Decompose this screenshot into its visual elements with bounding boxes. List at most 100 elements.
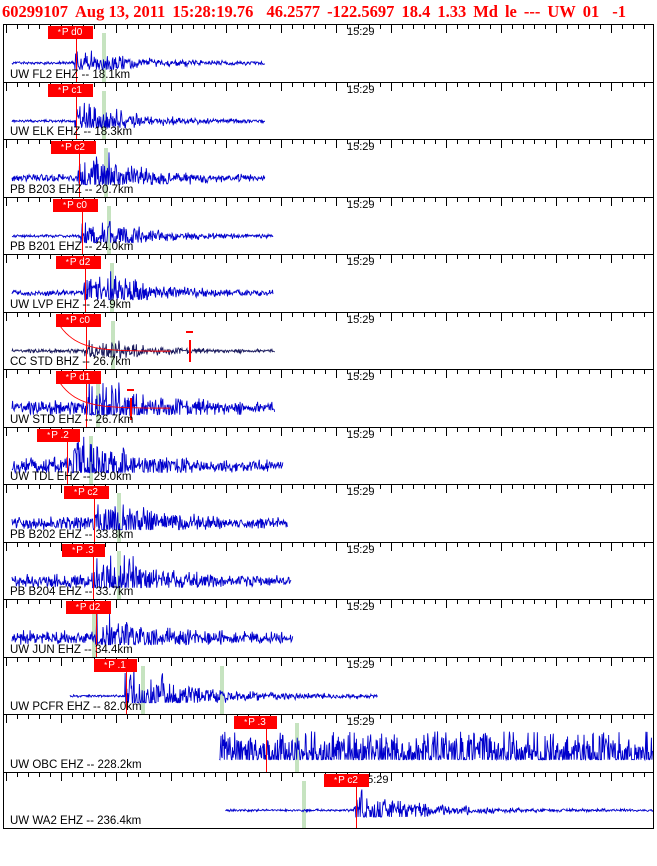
- pick-star-icon: *: [66, 315, 70, 325]
- axis-time-label: 15:29: [347, 198, 375, 211]
- p-pick-line[interactable]: [67, 435, 68, 484]
- p-pick-flag[interactable]: *P .1: [94, 658, 137, 672]
- p-pick-line[interactable]: [93, 550, 94, 599]
- s-wave-band: [96, 378, 100, 427]
- p-pick-flag[interactable]: *P .3: [234, 716, 277, 729]
- p-pick-line[interactable]: [76, 90, 77, 139]
- amplitude-marker[interactable]: [189, 340, 191, 363]
- s-wave-band: [107, 205, 111, 254]
- station-label: PB B203 EHZ -- 20.7km: [10, 183, 134, 196]
- trace-panel[interactable]: 15:29 *P c0 PB B201 EHZ -- 24.0km: [3, 196, 654, 254]
- axis-time-label: 15:29: [347, 26, 375, 38]
- axis-time-label: 15:29: [347, 313, 375, 326]
- pick-star-icon: *: [104, 660, 108, 670]
- event-longitude: -122.5697: [327, 2, 395, 21]
- p-pick-line[interactable]: [266, 723, 267, 772]
- station-label: UW STD EHZ -- 26.7km: [10, 413, 134, 426]
- pick-star-icon: *: [65, 373, 69, 382]
- p-pick-line[interactable]: [76, 33, 77, 82]
- p-pick-label: P c2: [65, 142, 85, 153]
- event-network: UW: [547, 2, 576, 21]
- seismogram-trace: [11, 321, 276, 358]
- trace-panel[interactable]: 15:29 *P c0 CC STD BHZ -- 26.7km: [3, 311, 654, 369]
- event-depth: 18.4: [401, 2, 431, 21]
- amplitude-marker[interactable]: [130, 397, 132, 420]
- p-pick-line[interactable]: [356, 780, 357, 828]
- trace-panel[interactable]: 15:29 *P .2 UW TDL EHZ -- 29.0km: [3, 426, 654, 484]
- p-pick-flag[interactable]: *P d2: [66, 601, 111, 614]
- p-pick-flag[interactable]: *P c2: [51, 141, 96, 154]
- trace-panel[interactable]: 15:29 *P d2 UW JUN EHZ -- 34.4km: [3, 599, 654, 657]
- p-pick-flag[interactable]: *P .3: [62, 543, 105, 557]
- p-pick-label: P .3: [248, 717, 266, 728]
- p-pick-flag[interactable]: *P c2: [324, 773, 369, 787]
- pick-star-icon: *: [47, 430, 51, 440]
- seismogram-trace: [69, 666, 378, 703]
- pick-star-icon: *: [334, 775, 338, 785]
- event-header: 60299107 Aug 13, 2011 15:28:19.76 46.2577 -1…: [0, 0, 657, 24]
- p-pick-label: P .1: [108, 659, 126, 671]
- s-wave-band: [220, 665, 224, 714]
- p-pick-label: P .3: [76, 544, 94, 556]
- seismogram-trace: [11, 378, 276, 417]
- p-pick-label: P .2: [51, 429, 69, 441]
- p-pick-flag[interactable]: *P d1: [56, 371, 101, 384]
- station-label: UW FL2 EHZ -- 18.1km: [10, 68, 131, 81]
- axis-time-label: 15:29: [347, 141, 375, 153]
- trace-panel[interactable]: 15:29 *P d2 UW LVP EHZ -- 24.9km: [3, 254, 654, 312]
- p-pick-flag[interactable]: *P c0: [53, 198, 98, 212]
- trace-panel[interactable]: 15:29 *P d0 UW FL2 EHZ -- 18.1km: [3, 24, 654, 82]
- trace-panel[interactable]: 15:29 *P c1 UW ELK EHZ -- 18.3km: [3, 81, 654, 139]
- s-wave-band: [117, 550, 121, 599]
- pick-star-icon: *: [57, 28, 61, 37]
- trace-panel[interactable]: 15:29 *P .1 UW PCFR EHZ -- 82.0km: [3, 656, 654, 714]
- s-wave-band: [110, 263, 114, 312]
- seismogram-trace: [11, 102, 266, 129]
- p-pick-flag[interactable]: *P .2: [37, 428, 80, 442]
- trace-panel[interactable]: 15:29 *P c2 PB B202 EHZ -- 33.8km: [3, 484, 654, 542]
- seismogram-trace: [225, 788, 653, 818]
- axis-time-label: 15:29: [347, 658, 375, 671]
- p-pick-flag[interactable]: *P c0: [56, 313, 101, 327]
- trace-panel[interactable]: 15:29 *P c2 PB B203 EHZ -- 20.7km: [3, 139, 654, 197]
- p-pick-line[interactable]: [126, 665, 127, 714]
- axis-time-label: 15:29: [347, 83, 375, 96]
- axis-time-label: 15:29: [347, 716, 375, 728]
- p-pick-line[interactable]: [85, 263, 86, 312]
- trace-panel[interactable]: 15:29 *P d1 UW STD EHZ -- 26.7km: [3, 369, 654, 427]
- seismogram-trace: [11, 152, 266, 186]
- seismogram-trace: [11, 220, 274, 244]
- p-pick-line[interactable]: [94, 493, 95, 542]
- p-pick-label: P d2: [69, 257, 91, 268]
- p-pick-flag[interactable]: *P c1: [48, 83, 93, 97]
- p-pick-line[interactable]: [86, 320, 87, 369]
- station-label: UW ELK EHZ -- 18.3km: [10, 126, 133, 138]
- p-pick-line[interactable]: [82, 205, 83, 254]
- station-label: UW OBC EHZ -- 228.2km: [10, 758, 142, 771]
- pick-star-icon: *: [63, 200, 67, 210]
- p-pick-flag[interactable]: *P d0: [48, 26, 93, 39]
- trace-panel[interactable]: 15:29 *P .3 PB B204 EHZ -- 33.7km: [3, 541, 654, 599]
- seismogram-trace: [11, 609, 294, 646]
- axis-time-label: 15:29: [361, 773, 389, 786]
- p-pick-flag[interactable]: *P d2: [56, 256, 101, 269]
- station-label: UW LVP EHZ -- 24.9km: [10, 298, 131, 311]
- header-trailing: -1: [612, 2, 627, 21]
- seismogram-trace: [219, 731, 653, 762]
- trace-panel[interactable]: 15:29 *P c2 UW WA2 EHZ -- 236.4km: [3, 771, 654, 829]
- p-pick-label: P c1: [62, 84, 82, 96]
- event-mag-type: Md: [473, 2, 498, 21]
- p-pick-line[interactable]: [96, 608, 97, 657]
- axis-time-label: 15:29: [347, 428, 375, 441]
- header-separator: ---: [523, 2, 541, 21]
- p-pick-line[interactable]: [79, 148, 80, 197]
- p-pick-line[interactable]: [86, 378, 87, 427]
- pick-star-icon: *: [244, 718, 248, 727]
- p-pick-flag[interactable]: *P c2: [64, 486, 109, 499]
- axis-time-label: 15:29: [347, 543, 375, 556]
- pick-star-icon: *: [58, 85, 62, 95]
- pick-star-icon: *: [75, 603, 79, 612]
- trace-panel[interactable]: 15:29 *P .3 UW OBC EHZ -- 228.2km: [3, 714, 654, 772]
- s-wave-band: [141, 665, 145, 714]
- p-pick-label: P c2: [338, 774, 358, 786]
